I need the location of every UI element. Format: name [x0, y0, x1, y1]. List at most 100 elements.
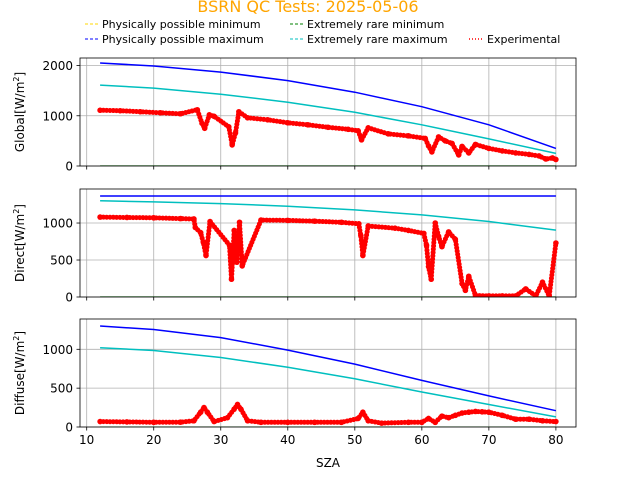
data-point: [356, 220, 362, 227]
data-point: [452, 412, 459, 419]
data-point: [355, 415, 361, 422]
data-point: [203, 252, 209, 259]
data-point: [236, 108, 242, 115]
data-point: [284, 419, 291, 426]
data-point: [200, 239, 207, 246]
data-point: [231, 227, 237, 234]
legend-entry-experimental: Experimental: [469, 33, 560, 46]
data-point: [244, 417, 251, 424]
data-point: [539, 417, 546, 424]
data-point: [177, 110, 184, 117]
data-point: [405, 133, 412, 139]
data-point: [192, 224, 199, 231]
data-point: [449, 140, 455, 147]
data-point: [432, 419, 439, 426]
data-point: [228, 276, 235, 283]
series-line-extremely-rare-maximum: [100, 200, 556, 231]
plot-area: [97, 195, 559, 297]
data-point: [150, 215, 157, 221]
legend-label: Physically possible minimum: [102, 18, 261, 31]
data-point: [211, 418, 217, 425]
data-point: [234, 401, 241, 408]
data-point: [207, 218, 213, 225]
data-point: [435, 233, 442, 240]
y-tick-label: 0: [65, 160, 73, 174]
data-point: [204, 409, 211, 416]
data-point: [405, 419, 412, 426]
data-point: [422, 135, 428, 142]
data-point: [258, 217, 264, 223]
data-point: [345, 126, 351, 133]
series-line-extremely-rare-maximum: [100, 346, 557, 418]
data-point: [532, 293, 539, 297]
x-axis-label: SZA: [316, 456, 341, 470]
data-point: [206, 111, 213, 118]
data-point: [226, 124, 232, 130]
x-tick-label: 40: [280, 433, 295, 447]
x-tick-label: 30: [213, 433, 228, 447]
data-point: [512, 150, 519, 156]
data-point: [365, 417, 372, 424]
data-point: [553, 418, 559, 425]
legend: Physically possible minimum Extremely ra…: [85, 18, 560, 46]
series-dots-experimental: [97, 214, 559, 297]
data-point: [445, 414, 452, 421]
data-point: [423, 242, 430, 249]
data-point: [197, 229, 204, 236]
data-point: [539, 279, 546, 286]
y-tick-label: 1000: [42, 343, 73, 357]
data-point: [157, 109, 164, 116]
data-point: [543, 156, 549, 162]
axes-frame: [79, 57, 577, 167]
y-axis-label-end: ]: [13, 72, 27, 77]
x-tick-label: 20: [146, 433, 161, 447]
x-tick-label: 50: [347, 433, 362, 447]
data-point: [244, 114, 251, 121]
data-point: [358, 137, 365, 143]
y-axis-label-text: Diffuse[W/m: [13, 341, 27, 415]
data-point: [486, 409, 492, 416]
data-point: [365, 125, 372, 131]
data-point: [124, 419, 130, 425]
data-point: [177, 215, 184, 222]
data-point: [429, 149, 435, 155]
x-tick-label: 70: [481, 433, 496, 447]
data-point: [459, 143, 465, 150]
data-point: [472, 141, 479, 148]
data-point: [512, 416, 519, 423]
data-point: [522, 286, 529, 292]
series-dots-experimental: [97, 107, 559, 162]
data-point: [459, 280, 465, 287]
data-point: [512, 293, 519, 297]
data-point: [231, 406, 237, 412]
data-point: [191, 216, 197, 222]
data-point: [486, 293, 492, 297]
data-point: [392, 225, 398, 232]
data-point: [191, 417, 197, 424]
legend-label: Extremely rare maximum: [307, 33, 448, 46]
data-point: [338, 219, 345, 226]
legend-entry-extremely-rare-minimum: Extremely rare minimum: [290, 18, 444, 31]
data-point: [432, 220, 439, 226]
data-point: [358, 232, 364, 239]
data-point: [360, 409, 366, 416]
plot-area: [97, 325, 559, 427]
data-point: [526, 416, 532, 423]
data-point: [234, 259, 240, 266]
legend-entry-extremely-rare-maximum: Extremely rare maximum: [290, 33, 448, 46]
y-tick-label: 0: [65, 291, 73, 305]
data-point: [465, 273, 472, 280]
data-point: [311, 419, 318, 426]
data-point: [499, 148, 506, 154]
y-tick-label: 500: [50, 382, 73, 396]
legend-label: Experimental: [487, 33, 560, 46]
data-point: [177, 419, 184, 425]
data-point: [378, 420, 385, 426]
data-point: [499, 412, 506, 419]
data-point: [239, 263, 246, 269]
data-point: [124, 214, 130, 221]
data-point: [150, 419, 157, 426]
data-point: [338, 419, 345, 426]
data-point: [546, 293, 552, 297]
data-point: [232, 130, 239, 136]
